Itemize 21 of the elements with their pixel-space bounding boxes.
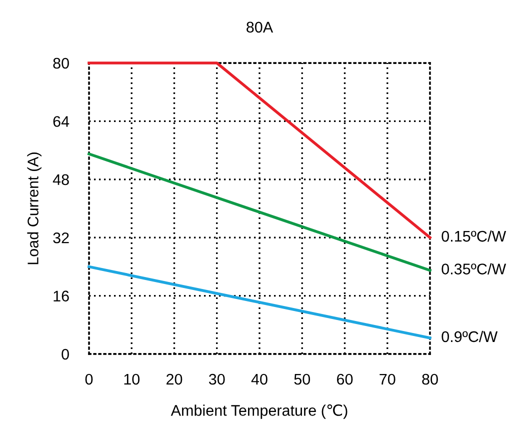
x-tick-label: 80 bbox=[422, 374, 438, 385]
x-tick-label: 20 bbox=[166, 374, 182, 385]
y-tick-label: 0 bbox=[62, 348, 69, 360]
x-tick-label: 30 bbox=[208, 374, 225, 385]
series-label: 0.9ºC/W bbox=[442, 330, 498, 342]
series-label: 0.15ºC/W bbox=[442, 230, 506, 242]
y-tick-label: 64 bbox=[53, 116, 70, 127]
y-tick-label: 48 bbox=[52, 174, 69, 186]
x-axis-title: Ambient Temperature (℃) bbox=[170, 404, 348, 419]
y-tick-label: 16 bbox=[54, 290, 69, 302]
x-tick-label: 0 bbox=[85, 374, 93, 385]
x-tick-label: 70 bbox=[380, 374, 396, 385]
y-tick-label: 32 bbox=[53, 232, 69, 244]
x-tick-label: 40 bbox=[251, 374, 268, 385]
y-tick-label: 80 bbox=[53, 58, 69, 69]
series-label: 0.35ºC/W bbox=[442, 263, 506, 274]
x-tick-label: 50 bbox=[294, 374, 310, 385]
chart-title: 80A bbox=[246, 22, 274, 33]
y-axis-title: Load Current (A) bbox=[27, 152, 42, 264]
x-tick-label: 10 bbox=[124, 374, 140, 385]
x-tick-label: 60 bbox=[337, 374, 353, 385]
